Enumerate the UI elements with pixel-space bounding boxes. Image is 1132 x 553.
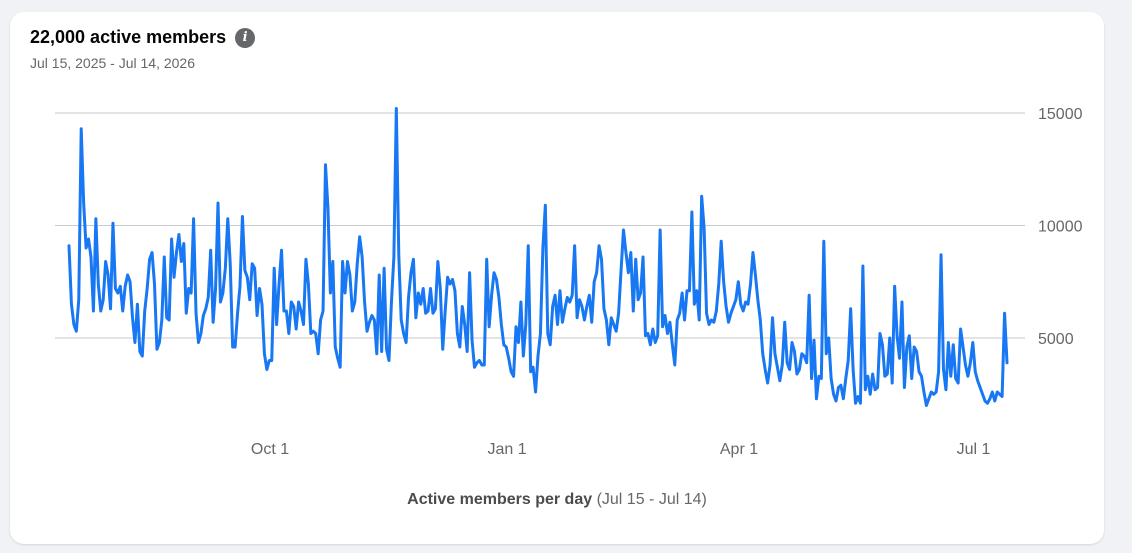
x-axis-ticks: Oct 1 Jan 1 Apr 1 Jul 1 [251,441,991,458]
x-tick-label: Jul 1 [957,441,991,458]
card-header: 22,000 active members i [30,27,256,48]
x-tick-label: Oct 1 [251,441,289,458]
series-line[interactable] [67,107,1009,407]
y-tick-label: 10000 [1038,219,1083,236]
x-tick-label: Jan 1 [488,441,527,458]
x-axis-caption-range: (Jul 15 - Jul 14) [596,491,707,508]
y-axis-ticks: 5000 10000 15000 [1038,106,1083,348]
y-tick-label: 5000 [1038,331,1074,348]
x-axis-caption-label: Active members per day [407,491,593,508]
chart-title: 22,000 active members [30,27,227,47]
x-tick-label: Apr 1 [720,441,758,458]
x-axis-caption: Active members per day (Jul 15 - Jul 14) [10,491,1104,509]
info-icon[interactable]: i [235,27,256,48]
date-range: Jul 15, 2025 - Jul 14, 2026 [30,55,196,71]
series-layer [67,107,1009,407]
chart-card: 22,000 active members i Jul 15, 2025 - J… [10,12,1104,544]
line-chart: 5000 10000 15000 Oct 1 Jan 1 Apr 1 Jul 1 [55,106,1083,458]
y-tick-label: 15000 [1038,106,1083,123]
